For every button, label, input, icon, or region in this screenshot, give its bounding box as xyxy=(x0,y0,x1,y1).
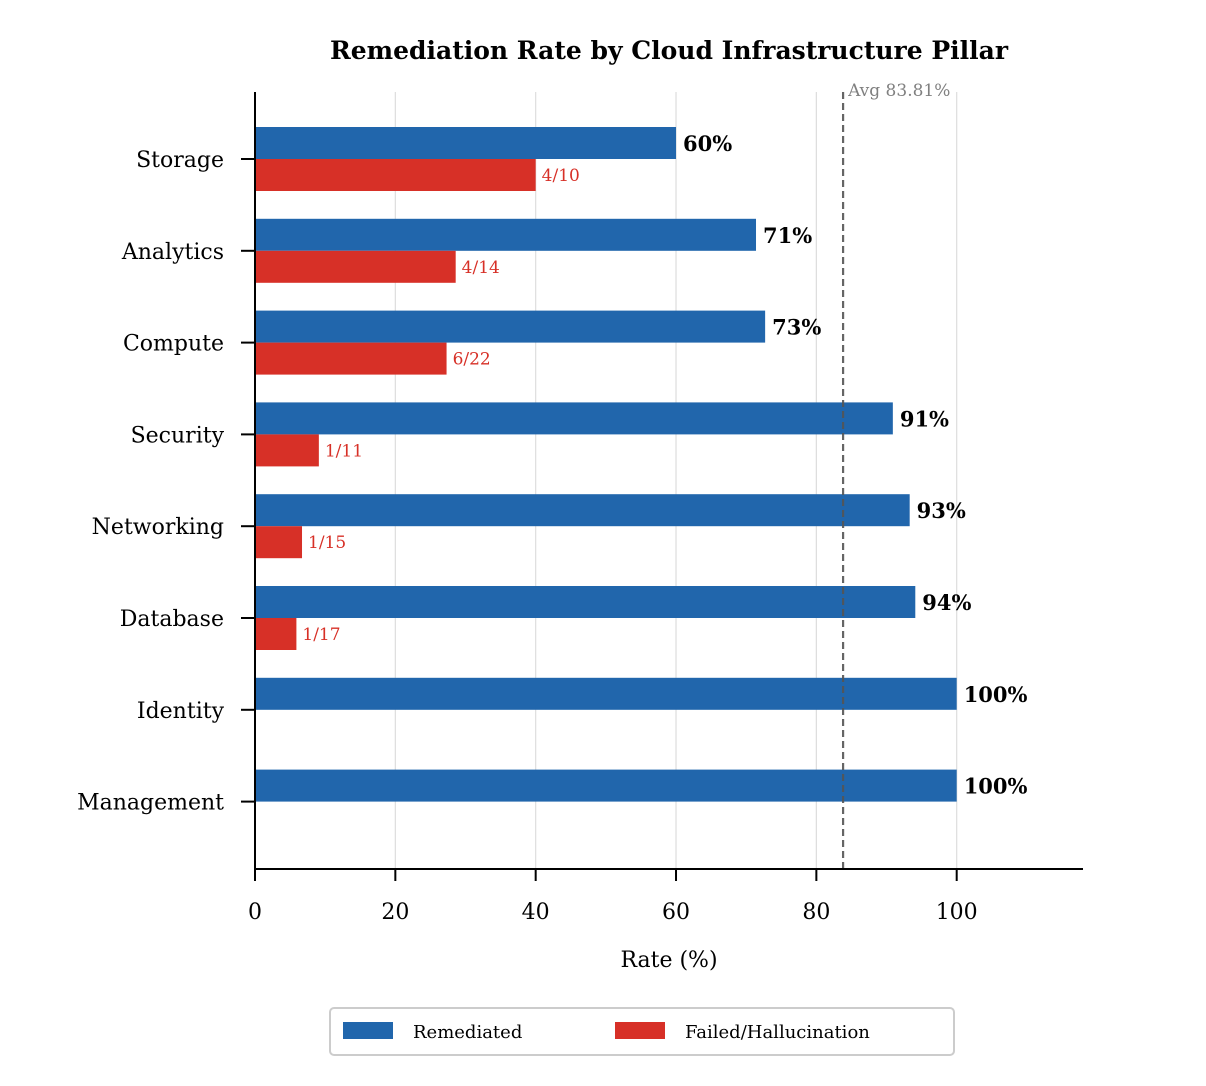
remediated-value-label: 71% xyxy=(763,223,812,248)
remediated-value-label: 94% xyxy=(922,590,971,615)
remediated-value-label: 100% xyxy=(964,682,1028,707)
remediated-value-label: 60% xyxy=(683,131,732,156)
legend-swatch xyxy=(343,1022,393,1039)
failed-count-label: 1/17 xyxy=(302,625,340,645)
legend-label: Failed/Hallucination xyxy=(685,1022,870,1043)
failed-bar xyxy=(255,342,447,375)
x-tick-label: 100 xyxy=(936,900,978,925)
average-reference-line: Avg 83.81% xyxy=(841,81,950,869)
x-tick-label: 20 xyxy=(381,900,409,925)
failed-bar xyxy=(255,159,536,191)
bar-group: 60% 4/10 71% 4/14 73% 6/22 91% 1/11 93% 1/15 94% 1/… xyxy=(255,127,1028,802)
remediated-bar xyxy=(255,218,757,251)
legend-swatch xyxy=(615,1022,665,1039)
y-tick-label: Security xyxy=(131,423,225,448)
failed-bar xyxy=(255,618,297,650)
remediated-value-label: 91% xyxy=(900,406,949,431)
x-tick-label: 0 xyxy=(248,900,262,925)
remediated-bar xyxy=(255,586,916,618)
failed-count-label: 4/14 xyxy=(462,258,500,278)
y-tick-label: Management xyxy=(77,791,224,816)
remediated-value-label: 93% xyxy=(917,498,966,523)
remediated-bar xyxy=(255,310,766,343)
y-tick-label: Compute xyxy=(123,332,224,357)
axes: Storage Analytics Compute Security Networkin… xyxy=(77,92,1083,925)
remediated-bar xyxy=(255,677,957,710)
failed-bar xyxy=(255,526,303,559)
remediated-bar xyxy=(255,494,910,527)
x-tick-label: 80 xyxy=(802,900,830,925)
remediated-value-label: 100% xyxy=(964,774,1028,799)
failed-count-label: 1/15 xyxy=(308,533,346,553)
remediated-value-label: 73% xyxy=(772,315,821,340)
failed-bar xyxy=(255,250,456,283)
x-tick-label: 40 xyxy=(522,900,550,925)
x-axis-label: Rate (%) xyxy=(620,948,717,973)
failed-count-label: 4/10 xyxy=(542,166,580,186)
y-tick-label: Networking xyxy=(92,515,224,540)
x-gridlines xyxy=(394,92,958,869)
failed-count-label: 1/11 xyxy=(325,441,363,461)
chart-title: Remediation Rate by Cloud Infrastructure… xyxy=(330,36,1009,65)
y-tick-label: Analytics xyxy=(121,240,224,265)
remediated-bar xyxy=(255,127,677,159)
average-line-label: Avg 83.81% xyxy=(847,81,950,101)
x-tick-label: 60 xyxy=(662,900,690,925)
y-tick-label: Identity xyxy=(137,699,225,724)
remediated-bar xyxy=(255,769,957,802)
legend: Remediated Failed/Hallucination xyxy=(329,1007,955,1056)
y-tick-label: Storage xyxy=(136,148,224,173)
legend-label: Remediated xyxy=(413,1022,522,1043)
y-tick-label: Database xyxy=(120,607,224,632)
failed-count-label: 6/22 xyxy=(453,350,491,370)
remediated-bar xyxy=(255,402,893,435)
failed-bar xyxy=(255,434,319,467)
